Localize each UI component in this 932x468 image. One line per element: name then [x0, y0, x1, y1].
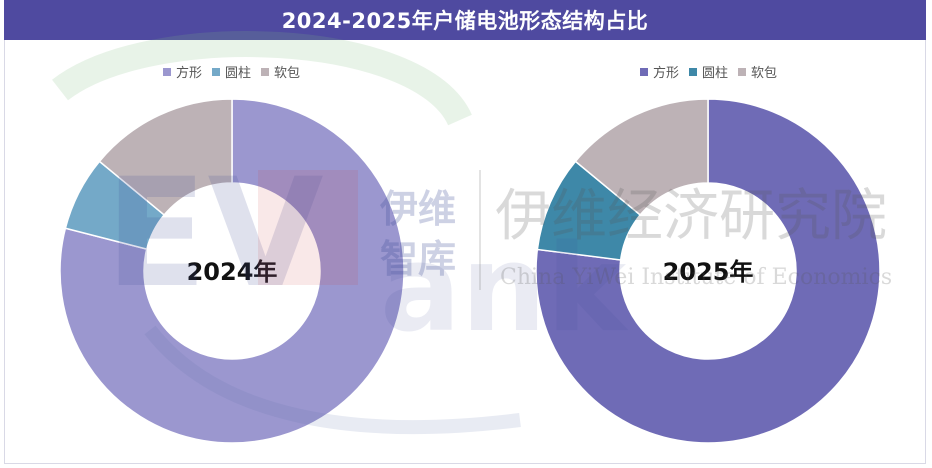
- legend-label: 圆柱: [702, 66, 729, 81]
- legend-item-pouch: 软包: [261, 62, 300, 81]
- legend-swatch: [738, 67, 747, 76]
- slice-square-2025: [535, 98, 881, 444]
- legend-label: 软包: [274, 66, 301, 81]
- legend-item-cylindrical: 圆柱: [689, 62, 728, 81]
- slice-pouch-2025: [574, 98, 709, 216]
- legend-swatch: [261, 67, 270, 76]
- legend-label: 方形: [653, 66, 680, 81]
- slice-pouch-2024: [98, 98, 233, 216]
- legend-item-cylindrical: 圆柱: [212, 62, 251, 81]
- legend-item-square: 方形: [163, 62, 202, 81]
- legend-label: 软包: [751, 66, 778, 81]
- legend-label: 圆柱: [225, 66, 252, 81]
- legend-2024: 方形 圆柱 软包: [163, 62, 300, 81]
- legend-item-square: 方形: [640, 62, 679, 81]
- legend-swatch: [163, 67, 171, 76]
- center-label-2025: 2025年: [663, 258, 754, 286]
- legend-label: 方形: [176, 66, 203, 81]
- title-bar: 2024-2025年户储电池形态结构占比: [4, 0, 926, 40]
- legend-swatch: [689, 67, 698, 76]
- legend-item-pouch: 软包: [738, 62, 777, 81]
- slice-square-2024: [59, 98, 405, 444]
- legend-swatch: [212, 67, 221, 76]
- center-label-2024: 2024年: [187, 258, 278, 286]
- chart-title: 2024-2025年户储电池形态结构占比: [281, 9, 649, 33]
- legend-2025: 方形 圆柱 软包: [640, 62, 777, 81]
- legend-swatch: [640, 67, 648, 76]
